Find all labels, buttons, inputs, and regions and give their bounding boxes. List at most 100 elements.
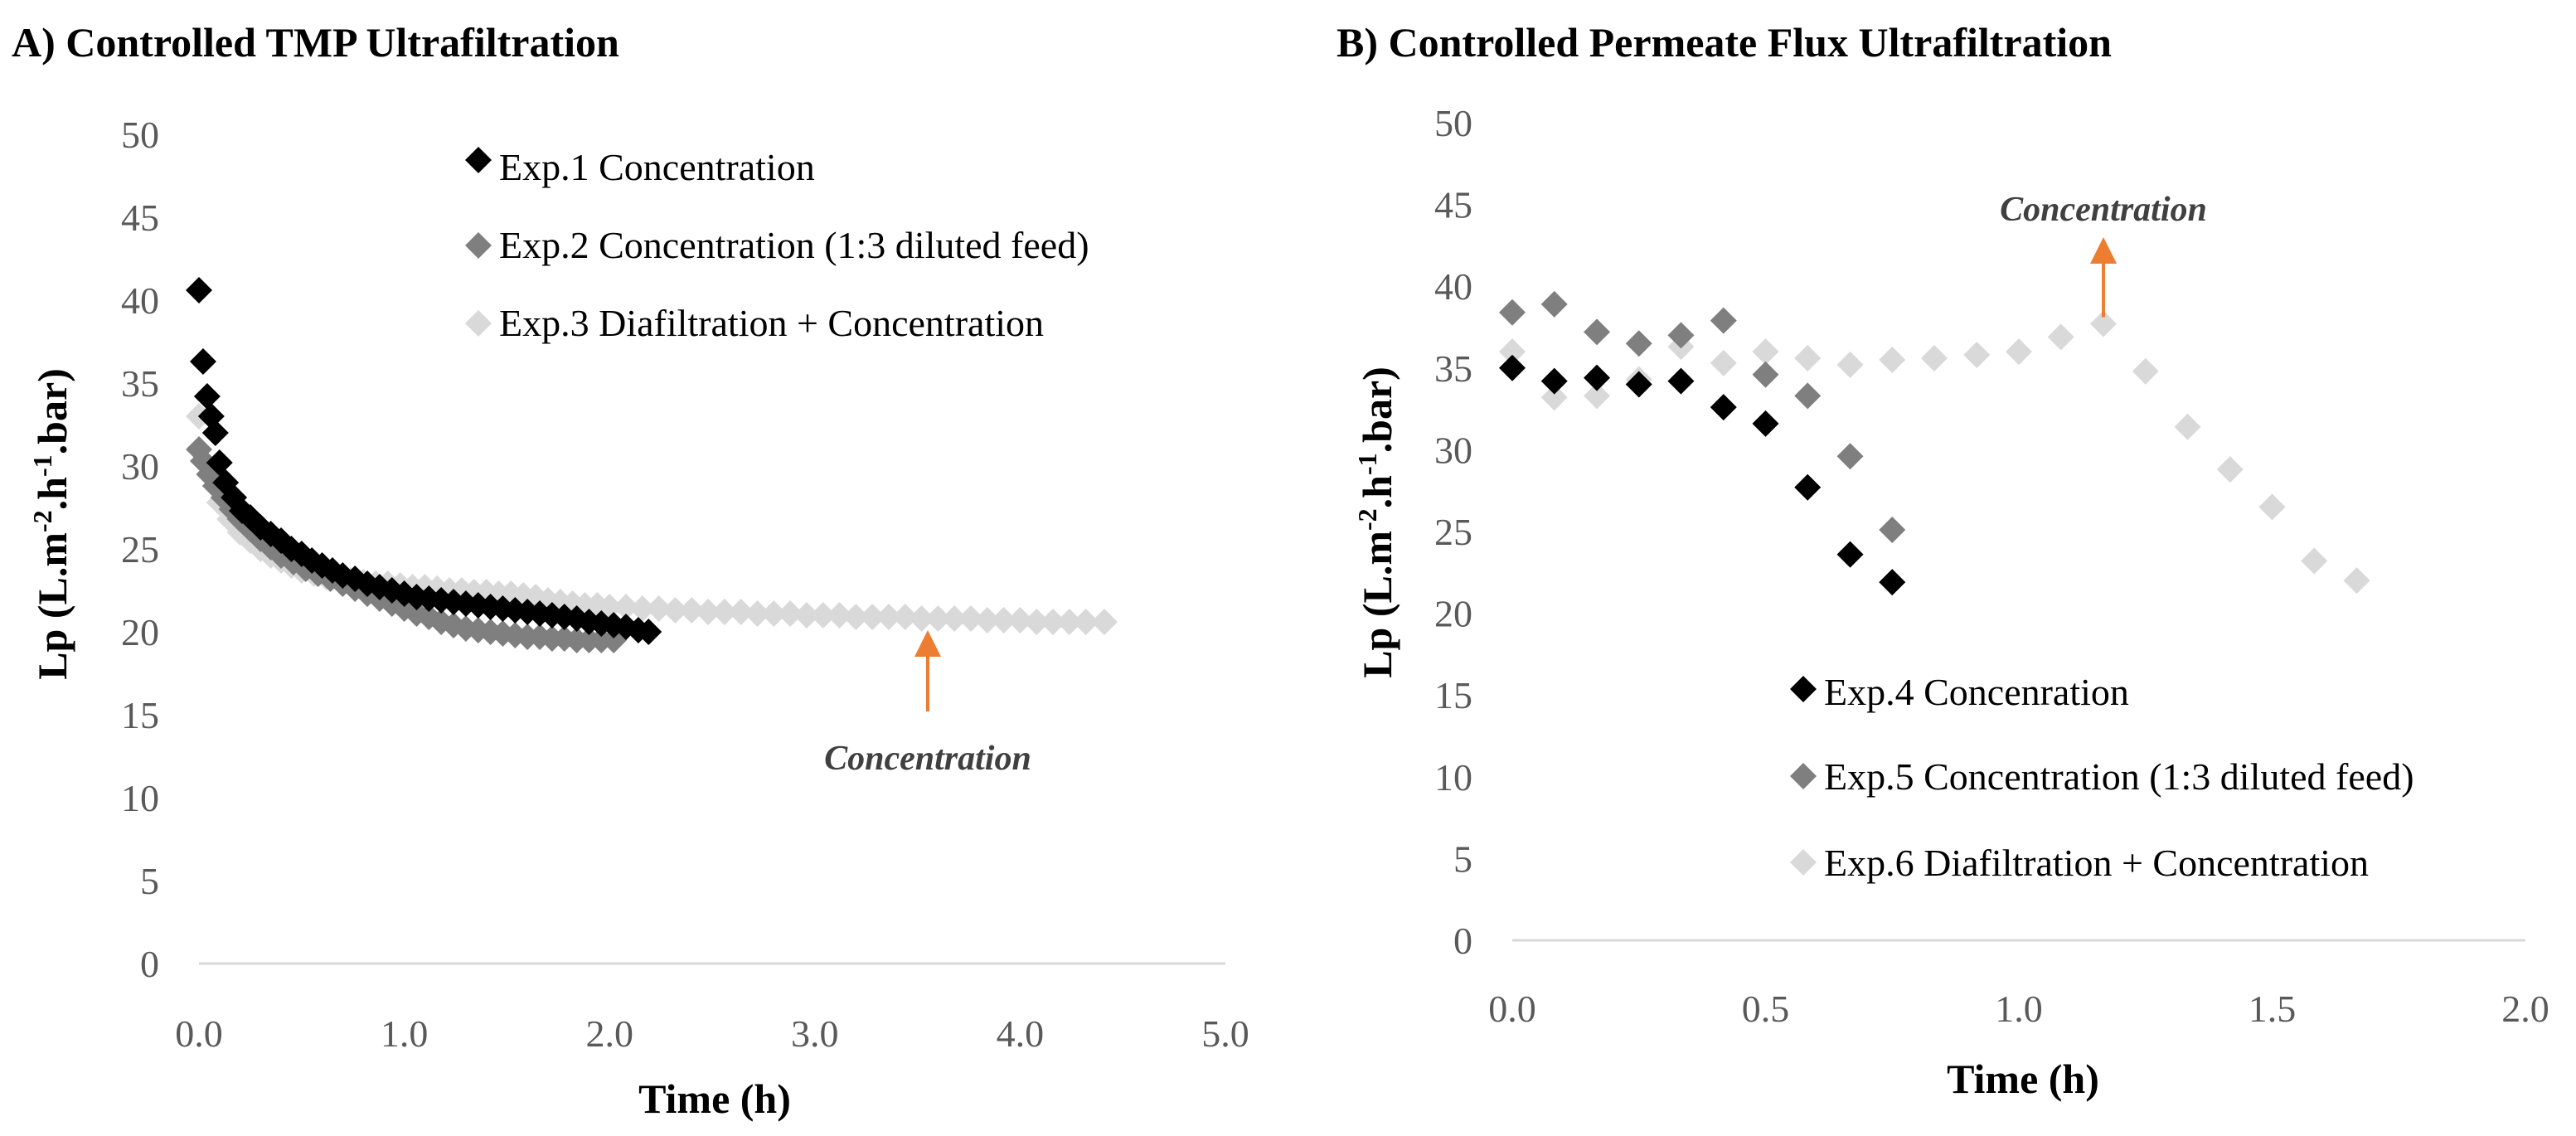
data-point bbox=[1023, 609, 1050, 635]
data-point bbox=[1540, 290, 1568, 318]
data-point bbox=[1879, 346, 1906, 373]
data-point bbox=[1090, 609, 1118, 635]
data-point bbox=[1072, 609, 1099, 635]
ylabel-superscript: -2 bbox=[1352, 508, 1382, 531]
data-point bbox=[206, 449, 233, 476]
data-point bbox=[1625, 371, 1652, 398]
data-point bbox=[957, 605, 984, 632]
panel-b-title: B) Controlled Permeate Flux Ultrafiltrat… bbox=[1337, 19, 2112, 66]
data-point bbox=[1794, 473, 1822, 501]
legend-label: Exp.2 Concentration (1:3 diluted feed) bbox=[499, 224, 1089, 266]
ylabel-superscript: -1 bbox=[27, 454, 57, 477]
y-tick-label: 5 bbox=[140, 860, 159, 902]
data-point bbox=[1879, 517, 1906, 544]
y-tick-label: 40 bbox=[1434, 265, 1472, 308]
legend-label: Exp.1 Concentration bbox=[499, 146, 815, 188]
data-point bbox=[1007, 607, 1034, 634]
data-point bbox=[1794, 344, 1822, 371]
panel-b-x-tick-labels: 0.0 0.5 1.0 1.5 2.0 bbox=[1488, 988, 2549, 1030]
y-tick-label: 20 bbox=[1434, 593, 1472, 635]
y-tick-label: 10 bbox=[121, 777, 159, 819]
y-tick-label: 30 bbox=[1434, 429, 1472, 471]
data-point bbox=[2047, 323, 2074, 351]
legend-marker bbox=[1790, 849, 1817, 876]
data-point bbox=[1625, 330, 1652, 357]
data-point bbox=[2174, 413, 2201, 440]
panel-b-annotation: Concentration bbox=[2000, 191, 2207, 229]
ylabel-part: .bar) bbox=[29, 368, 75, 454]
x-tick-label: 1.0 bbox=[381, 1012, 429, 1055]
data-point bbox=[793, 602, 820, 629]
panel-b-y-tick-labels: 0 5 10 15 20 25 30 35 40 45 50 bbox=[1434, 102, 1472, 962]
ylabel-superscript: -1 bbox=[1352, 453, 1382, 475]
panel-a-y-axis-label: Lp (L.m-2.h-1.bar) bbox=[27, 368, 75, 680]
data-point bbox=[1710, 307, 1737, 334]
data-point bbox=[891, 604, 919, 630]
panel-a-x-tick-labels: 0.0 1.0 2.0 3.0 4.0 5.0 bbox=[175, 1012, 1249, 1055]
data-point bbox=[875, 604, 902, 630]
panel-a-x-axis-label: Time (h) bbox=[638, 1075, 791, 1122]
data-point bbox=[711, 599, 738, 625]
panel-a-annotation: Concentration bbox=[824, 740, 1031, 778]
data-point bbox=[1710, 394, 1737, 421]
data-point bbox=[1499, 338, 1526, 366]
data-point bbox=[1055, 609, 1083, 635]
x-tick-label: 1.5 bbox=[2249, 988, 2297, 1030]
panel-b-legend: Exp.4 Concenration Exp.5 Concentration (… bbox=[1790, 671, 2414, 884]
x-tick-label: 2.0 bbox=[585, 1012, 633, 1055]
ylabel-part: Lp (L.m bbox=[1354, 531, 1400, 678]
data-point bbox=[842, 604, 870, 630]
data-point bbox=[1836, 541, 1864, 568]
data-point bbox=[1540, 367, 1568, 395]
arrow-head bbox=[914, 630, 941, 657]
data-point bbox=[1667, 322, 1695, 349]
x-tick-label: 2.0 bbox=[2501, 988, 2549, 1030]
y-tick-label: 35 bbox=[1434, 347, 1472, 390]
data-point bbox=[1752, 361, 1779, 388]
x-tick-label: 0.5 bbox=[1742, 988, 1790, 1030]
data-point bbox=[189, 348, 216, 375]
y-tick-label: 0 bbox=[1453, 920, 1472, 962]
data-point bbox=[2006, 338, 2032, 366]
data-point bbox=[2343, 567, 2370, 595]
legend-marker bbox=[465, 147, 492, 173]
legend-marker bbox=[465, 232, 492, 259]
y-tick-label: 35 bbox=[121, 362, 159, 405]
data-point bbox=[1920, 344, 1948, 371]
data-point bbox=[973, 607, 1001, 634]
ylabel-part: .h bbox=[1354, 475, 1400, 509]
legend-label: Exp.5 Concentration (1:3 diluted feed) bbox=[1824, 755, 2414, 798]
legend-marker bbox=[1790, 676, 1817, 702]
panel-a-legend: Exp.1 Concentration Exp.2 Concentration … bbox=[465, 146, 1089, 344]
legend-label: Exp.6 Diafiltration + Concentration bbox=[1824, 842, 2369, 884]
ylabel-part: .bar) bbox=[1354, 367, 1400, 453]
x-tick-label: 4.0 bbox=[997, 1012, 1045, 1055]
panel-b-series-group bbox=[1499, 290, 2370, 596]
data-point bbox=[695, 599, 722, 625]
data-point bbox=[826, 602, 853, 629]
data-point bbox=[941, 605, 968, 632]
y-tick-label: 40 bbox=[121, 279, 159, 322]
data-point bbox=[1499, 299, 1526, 326]
y-tick-label: 45 bbox=[121, 197, 159, 239]
data-point bbox=[193, 383, 221, 410]
data-point bbox=[809, 602, 837, 629]
panel-a: A) Controlled TMP Ultrafiltration 0 5 10 15… bbox=[12, 19, 1249, 1122]
x-tick-label: 0.0 bbox=[1488, 988, 1536, 1030]
data-point bbox=[990, 607, 1017, 634]
data-point bbox=[628, 595, 656, 622]
data-point bbox=[186, 277, 212, 303]
data-point bbox=[1499, 354, 1526, 381]
ylabel-part: Lp (L.m bbox=[29, 532, 75, 680]
data-point bbox=[662, 597, 689, 624]
y-tick-label: 15 bbox=[1434, 674, 1472, 716]
x-tick-label: 1.0 bbox=[1995, 988, 2043, 1030]
y-tick-label: 50 bbox=[121, 114, 159, 156]
data-point bbox=[744, 600, 771, 627]
data-point bbox=[1752, 410, 1779, 437]
y-tick-label: 10 bbox=[1434, 756, 1472, 799]
data-point bbox=[2216, 456, 2244, 483]
data-point bbox=[1540, 384, 1568, 411]
data-point bbox=[2090, 310, 2118, 337]
y-tick-label: 25 bbox=[1434, 511, 1472, 553]
